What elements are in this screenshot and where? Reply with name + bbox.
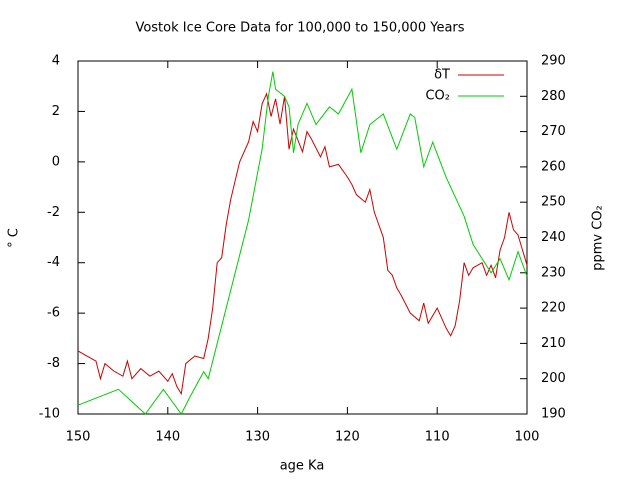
y2-tick-label: 230 [541, 265, 566, 280]
y2-tick-label: 250 [541, 195, 566, 210]
y-tick-label: 4 [52, 54, 60, 69]
y2-tick-label: 280 [541, 89, 566, 104]
series-line [77, 92, 528, 396]
y2-tick-label: 200 [541, 371, 566, 386]
y-tick-label: 0 [52, 154, 60, 169]
y2-tick-label: 290 [541, 54, 566, 69]
x-tick-label: 140 [155, 430, 180, 445]
y2-axis-label: ppmv CO₂ [591, 205, 606, 271]
legend-label: δT [434, 68, 450, 83]
y-tick-label: -4 [47, 255, 60, 270]
x-tick-label: 110 [425, 430, 450, 445]
y2-tick-label: 270 [541, 124, 566, 139]
y2-tick-label: 260 [541, 159, 566, 174]
x-tick-label: 100 [515, 430, 540, 445]
series-line [77, 71, 528, 415]
y2-tick-label: 240 [541, 230, 566, 245]
y2-tick-label: 190 [541, 407, 566, 422]
legend-label: CO₂ [425, 89, 450, 104]
y-axis-label: ° C [7, 228, 22, 248]
y-tick-label: 2 [52, 104, 60, 119]
x-axis-label: age Ka [280, 459, 325, 474]
chart-title: Vostok Ice Core Data for 100,000 to 150,… [135, 21, 464, 36]
y-tick-label: -10 [39, 407, 60, 422]
y2-tick-label: 210 [541, 336, 566, 351]
y-tick-label: -6 [47, 306, 60, 321]
x-tick-label: 130 [245, 430, 270, 445]
y-tick-label: -2 [47, 205, 60, 220]
x-tick-label: 150 [66, 430, 91, 445]
y-tick-label: -8 [47, 356, 60, 371]
y2-tick-label: 220 [541, 301, 566, 316]
x-tick-label: 120 [335, 430, 360, 445]
